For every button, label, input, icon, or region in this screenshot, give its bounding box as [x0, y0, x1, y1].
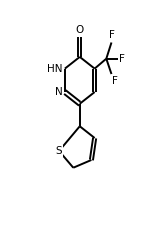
Text: HN: HN — [47, 64, 63, 74]
Text: F: F — [109, 30, 114, 40]
Text: O: O — [76, 25, 84, 35]
Text: N: N — [55, 87, 63, 97]
Text: S: S — [56, 146, 62, 156]
Text: F: F — [112, 76, 118, 86]
Text: F: F — [120, 54, 125, 64]
